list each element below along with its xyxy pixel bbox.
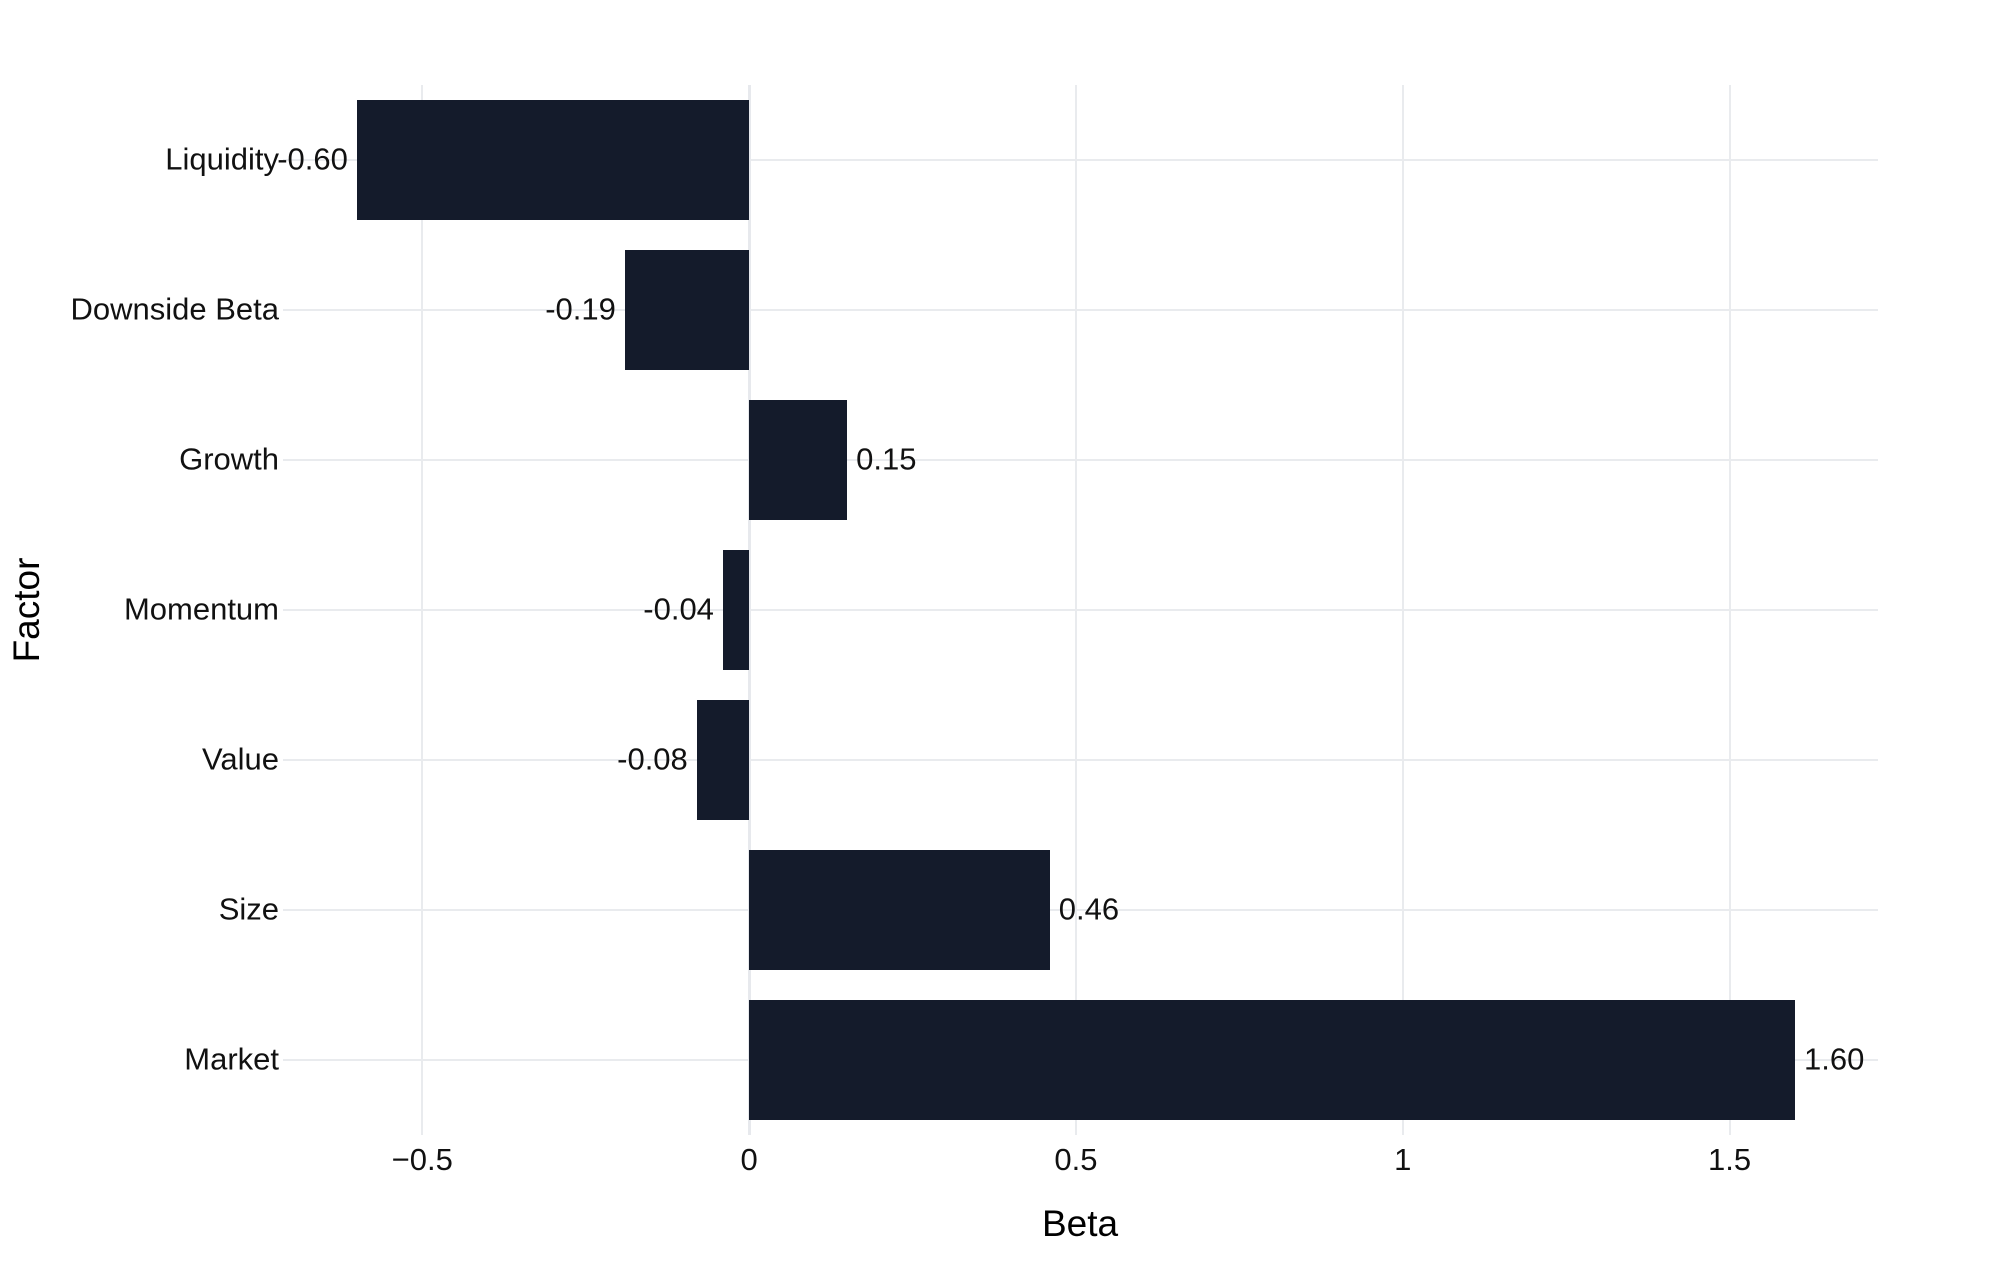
x-tick-label: 0.5	[1054, 1142, 1098, 1177]
bar-value-label: -0.60	[277, 141, 348, 177]
bar-liquidity[interactable]	[356, 100, 750, 220]
x-tick-label: 0	[740, 1142, 758, 1177]
h-gridline	[283, 759, 1878, 761]
h-gridline	[283, 609, 1878, 611]
category-label: Liquidity	[165, 141, 279, 177]
bar-size[interactable]	[749, 850, 1050, 970]
category-label: Size	[218, 891, 279, 927]
bar-value-label: 1.60	[1803, 1041, 1865, 1077]
category-label: Momentum	[123, 591, 279, 627]
h-gridline	[283, 159, 1878, 161]
bar-downside-beta[interactable]	[624, 250, 750, 370]
category-label: Market	[184, 1041, 279, 1077]
h-gridline	[283, 309, 1878, 311]
bar-value-label: 0.46	[1058, 891, 1120, 927]
bar-value-label: -0.08	[617, 741, 688, 777]
zero-line	[747, 85, 751, 1135]
bar-value-label: -0.04	[643, 591, 714, 627]
v-gridline	[1728, 85, 1731, 1135]
bar-value-label: 0.15	[856, 441, 917, 477]
bar-growth[interactable]	[749, 400, 848, 520]
bar-value-label: -0.19	[545, 291, 616, 327]
bar-momentum[interactable]	[722, 550, 750, 670]
h-gridline	[283, 459, 1878, 461]
category-label: Growth	[179, 441, 279, 477]
x-tick-label: 1	[1394, 1142, 1412, 1177]
x-tick-label: 1.5	[1708, 1142, 1752, 1177]
v-gridline	[1074, 85, 1077, 1135]
x-axis-title: Beta	[1041, 1203, 1119, 1244]
bar-value[interactable]	[696, 700, 750, 820]
v-gridline	[1401, 85, 1404, 1135]
category-label: Value	[202, 741, 279, 777]
h-gridline	[283, 909, 1878, 911]
v-gridline	[421, 85, 424, 1135]
y-axis-title: Factor	[6, 557, 47, 663]
bar-market[interactable]	[749, 1000, 1795, 1120]
category-label: Downside Beta	[70, 291, 279, 327]
x-tick-label: −0.5	[391, 1142, 453, 1177]
